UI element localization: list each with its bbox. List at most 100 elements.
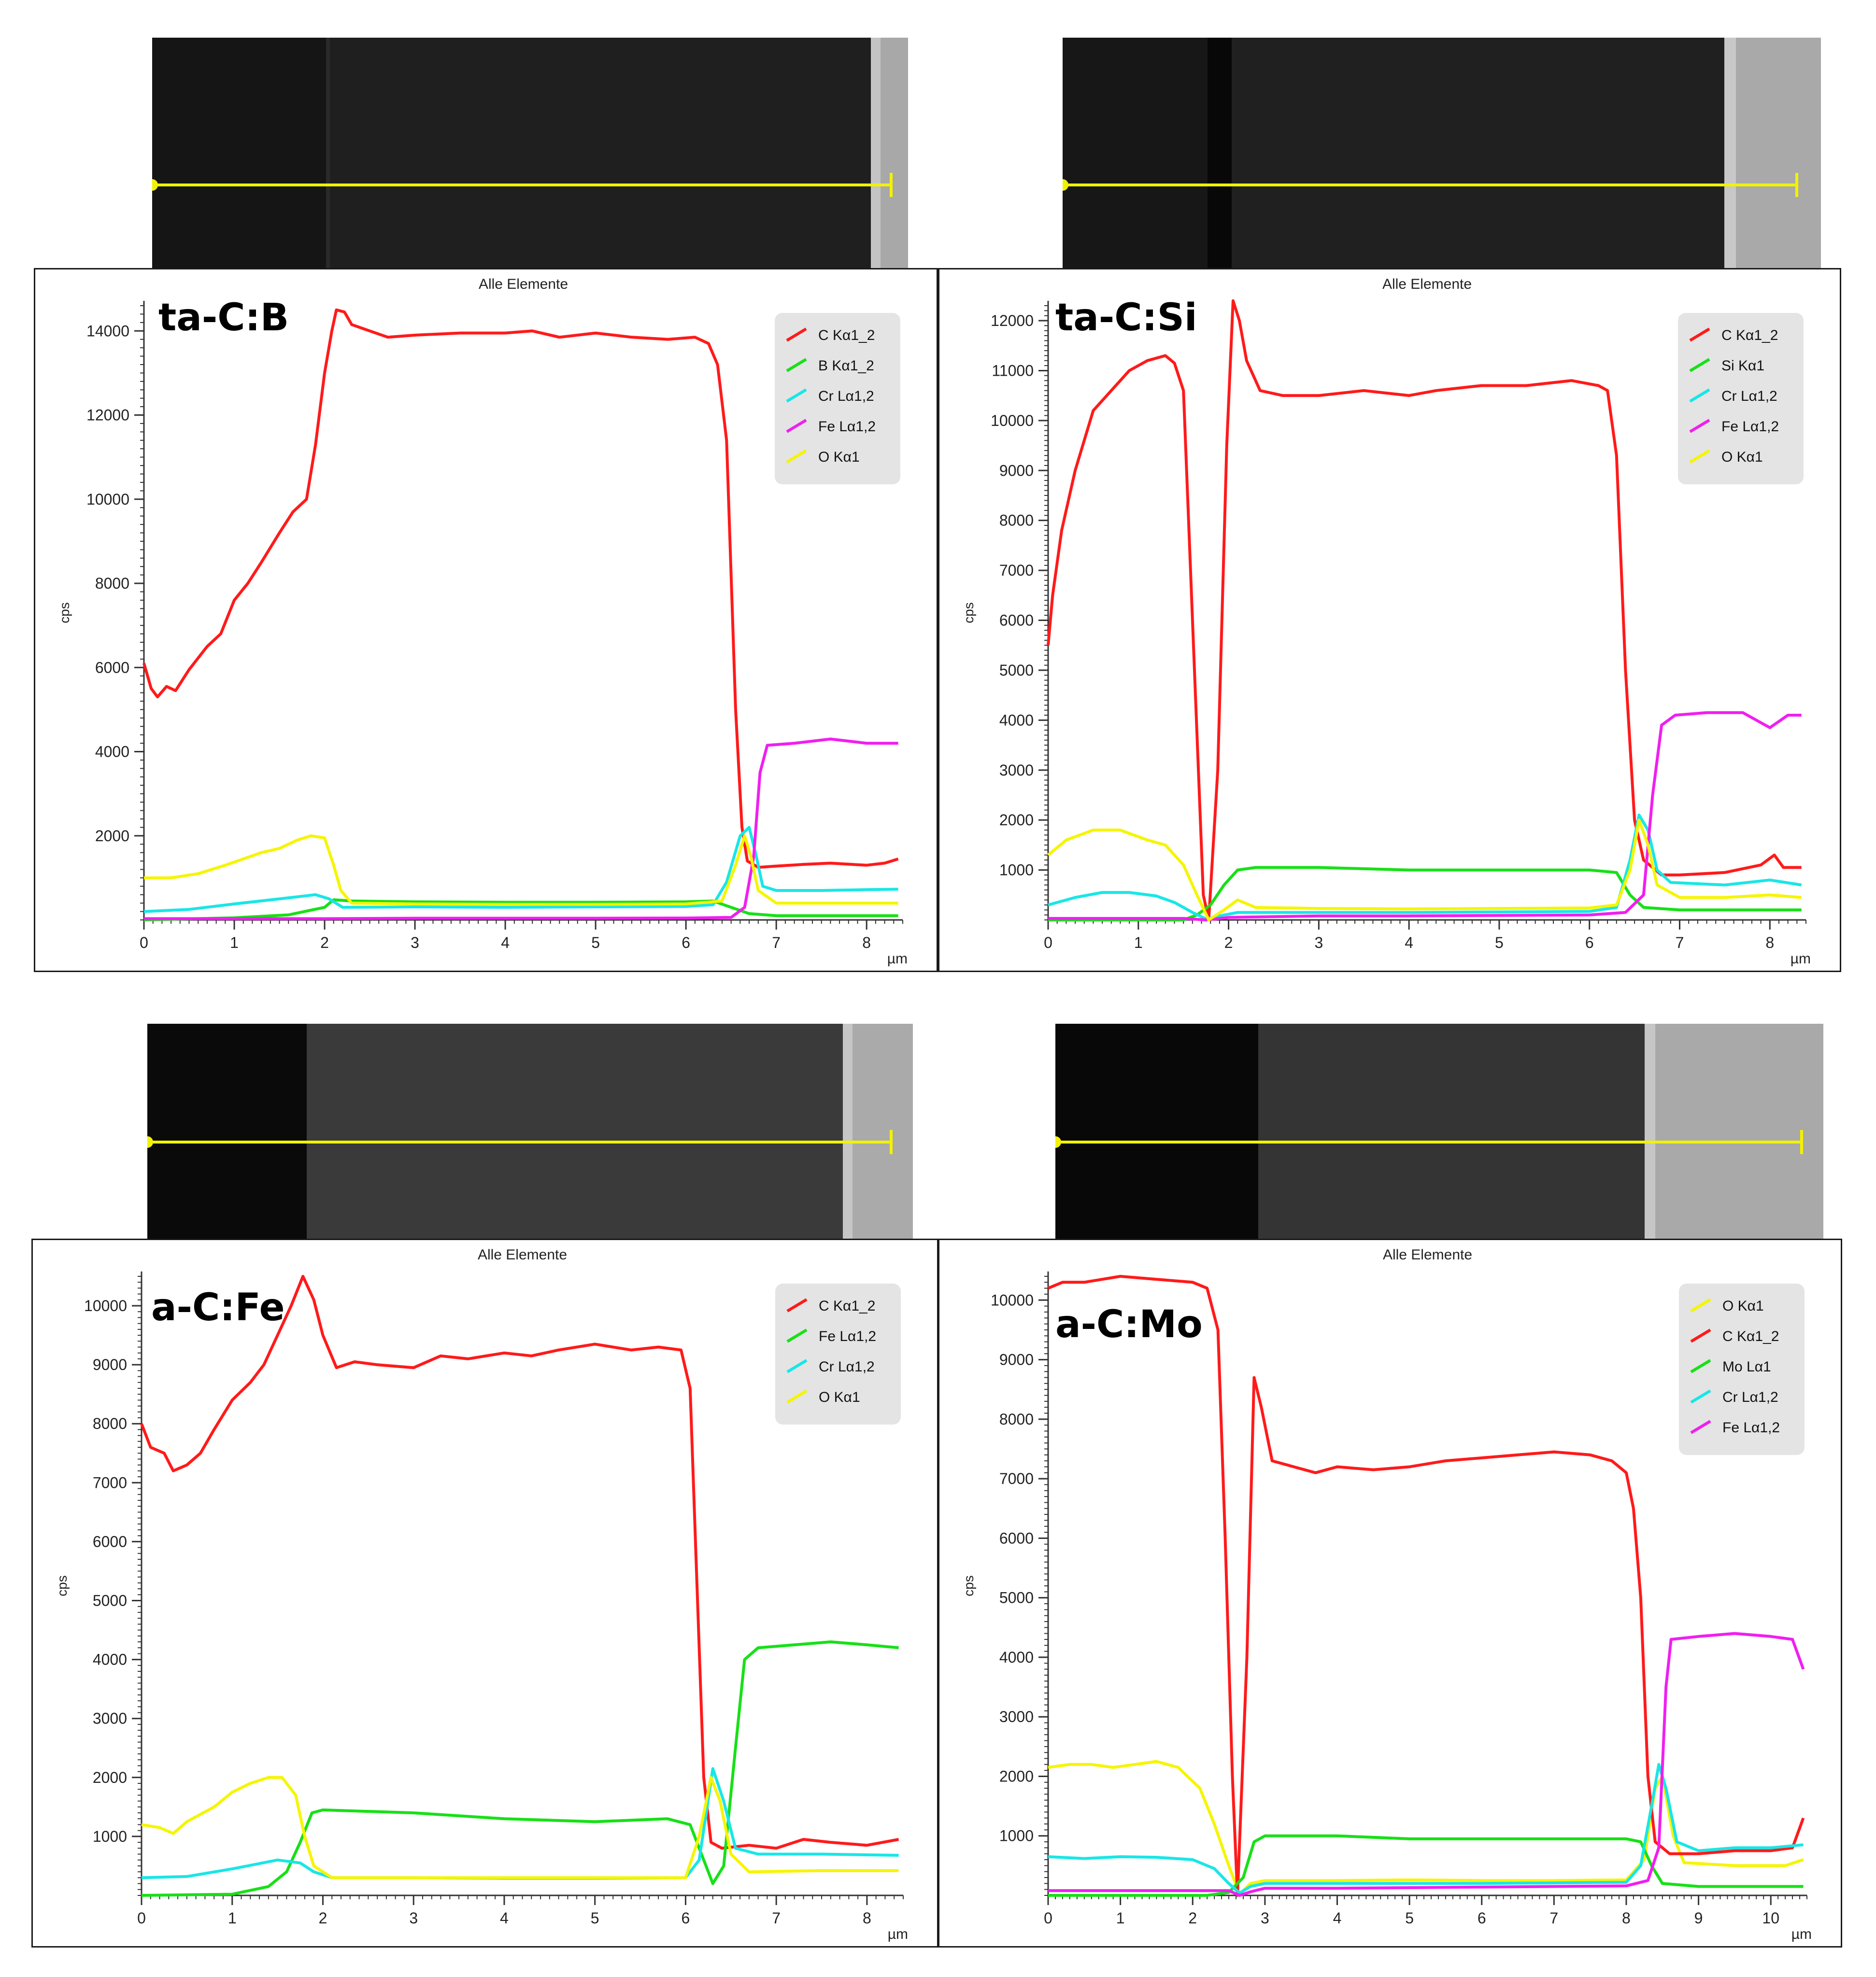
x-tick-label: 5 [591, 934, 600, 951]
legend-swatch [786, 419, 807, 433]
legend-label: Fe Lα1,2 [818, 419, 876, 435]
sem-image-a-c-mo [1055, 1024, 1823, 1240]
series-line [1047, 299, 1802, 921]
sample-label: a-C:Mo [1055, 1303, 1203, 1346]
series-line [1048, 813, 1802, 920]
x-tick-label: 0 [1044, 1909, 1052, 1927]
chart-panel-ta-c-si: Alle Elemente 0 1 2 3 4 5 6 7 8 1000 2000 3000 4000 50… [938, 268, 1841, 972]
y-tick-label: 5000 [93, 1592, 127, 1610]
chart-svg: Alle Elemente 0 1 2 3 4 5 6 7 8 1000 2000 3000 4000 50… [961, 276, 1811, 967]
chart-title: Alle Elemente [479, 276, 568, 292]
legend-label: Cr Lα1,2 [818, 388, 874, 404]
y-tick-label: 7000 [999, 1470, 1034, 1487]
y-tick-label: 5000 [999, 1589, 1034, 1607]
scan-start-marker [147, 1136, 153, 1148]
x-tick-label: 7 [772, 934, 781, 951]
y-tick-label: 1000 [999, 861, 1034, 879]
legend-swatch [786, 358, 807, 372]
legend-swatch [786, 1389, 808, 1404]
x-tick-label: 7 [1549, 1909, 1558, 1927]
x-tick-label: 5 [591, 1909, 599, 1927]
legend-box [1679, 1284, 1805, 1455]
x-tick-label: 5 [1495, 934, 1504, 951]
legend-label: B Kα1_2 [818, 358, 874, 374]
legend-swatch [1689, 449, 1710, 464]
y-axis-label: cps [961, 602, 976, 623]
series-line [144, 834, 898, 906]
y-tick-label: 12000 [991, 312, 1034, 329]
y-tick-label: 8000 [95, 575, 129, 592]
sem-micrograph [152, 38, 908, 270]
x-tick-label: 5 [1405, 1909, 1414, 1927]
y-axis-label: cps [57, 602, 72, 623]
legend-swatch [1689, 419, 1710, 433]
legend-swatch [1690, 1328, 1711, 1343]
x-tick-label: 7 [1676, 934, 1684, 951]
legend-label: O Kα1 [1722, 1298, 1764, 1314]
y-axis-label: cps [961, 1575, 976, 1596]
legend: O Kα1 C Kα1_2 Mo Lα1 Cr Lα1,2 Fe Lα1,2 [1679, 1284, 1805, 1455]
x-tick-label: 1 [1116, 1909, 1125, 1927]
legend-swatch [1690, 1389, 1711, 1404]
y-tick-label: 2000 [999, 1767, 1034, 1785]
series-line [1048, 711, 1802, 921]
y-tick-label: 5000 [999, 662, 1034, 679]
series-line [140, 1275, 899, 1850]
y-tick-label: 8000 [93, 1415, 127, 1432]
x-tick-label: 3 [411, 934, 419, 951]
scan-start-marker [152, 179, 158, 191]
legend-swatch [786, 1328, 808, 1343]
x-tick-label: 6 [682, 934, 690, 951]
legend-label: O Kα1 [1721, 449, 1763, 465]
series-line [141, 1767, 899, 1880]
chart-title: Alle Elemente [1383, 1247, 1472, 1263]
sem-micrograph [147, 1024, 913, 1240]
sem-micrograph [1063, 38, 1821, 270]
y-tick-label: 3000 [93, 1710, 127, 1727]
y-tick-label: 7000 [999, 562, 1034, 579]
x-tick-label: 6 [682, 1909, 690, 1927]
y-tick-label: 10000 [991, 412, 1034, 429]
legend-swatch [1690, 1298, 1711, 1313]
legend-label: Fe Lα1,2 [1722, 1420, 1780, 1436]
chart-title: Alle Elemente [478, 1247, 567, 1263]
legend-swatch [786, 327, 807, 342]
y-tick-label: 2000 [95, 827, 129, 845]
legend-label: Cr Lα1,2 [1722, 1389, 1778, 1405]
x-tick-label: 7 [772, 1909, 781, 1927]
legend-box [775, 1284, 901, 1425]
x-tick-label: 9 [1694, 1909, 1703, 1927]
chart-title: Alle Elemente [1382, 276, 1472, 292]
chart-svg: Alle Elemente 0 1 2 3 4 5 6 7 8 1000 2000 3000 4000 50… [55, 1247, 908, 1942]
y-tick-label: 9000 [999, 462, 1034, 479]
y-tick-label: 1000 [999, 1827, 1034, 1845]
y-tick-label: 10000 [86, 491, 129, 508]
y-tick-label: 6000 [999, 612, 1034, 629]
x-tick-label: 4 [1405, 934, 1413, 951]
series-line [1047, 1275, 1805, 1897]
y-tick-label: 3000 [999, 1708, 1034, 1725]
y-tick-label: 3000 [999, 762, 1034, 779]
y-tick-label: 2000 [999, 811, 1034, 829]
y-tick-label: 10000 [991, 1291, 1034, 1309]
legend-label: C Kα1_2 [819, 1298, 875, 1314]
x-tick-label: 4 [500, 1909, 509, 1927]
legend-swatch [786, 1298, 808, 1313]
legend-label: C Kα1_2 [1722, 1328, 1779, 1344]
x-tick-label: 2 [1224, 934, 1233, 951]
x-tick-label: 4 [501, 934, 510, 951]
y-tick-label: 6000 [93, 1533, 127, 1550]
legend-swatch [1689, 327, 1710, 342]
y-tick-label: 7000 [93, 1474, 127, 1491]
x-axis-label: µm [1791, 1926, 1812, 1942]
x-tick-label: 4 [1333, 1909, 1342, 1927]
legend-swatch [786, 1359, 808, 1373]
y-tick-label: 6000 [999, 1529, 1034, 1547]
x-tick-label: 2 [1188, 1909, 1197, 1927]
series-line [143, 898, 898, 921]
scan-start-marker [1063, 179, 1068, 191]
series-line [141, 1640, 899, 1897]
legend-label: Cr Lα1,2 [1721, 388, 1777, 404]
legend-swatch [1690, 1359, 1711, 1373]
x-tick-label: 1 [1134, 934, 1143, 951]
